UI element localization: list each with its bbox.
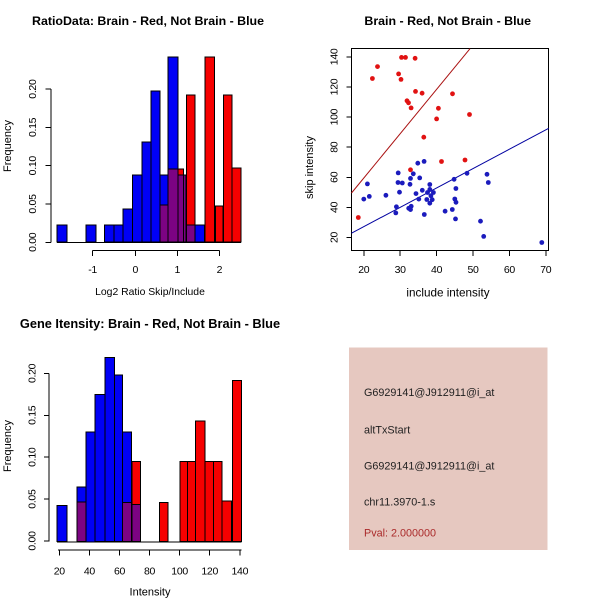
svg-text:40: 40 bbox=[329, 201, 341, 213]
svg-text:70: 70 bbox=[540, 264, 552, 276]
svg-text:0.15: 0.15 bbox=[27, 117, 39, 137]
svg-text:Gene Itensity: Brain - Red, No: Gene Itensity: Brain - Red, Not Brain - … bbox=[20, 316, 280, 331]
svg-text:Intensity: Intensity bbox=[130, 587, 171, 599]
svg-text:80: 80 bbox=[144, 566, 156, 578]
svg-text:20: 20 bbox=[358, 264, 370, 276]
svg-text:1: 1 bbox=[175, 264, 181, 276]
svg-text:Log2 Ratio Skip/Include: Log2 Ratio Skip/Include bbox=[95, 287, 205, 298]
svg-text:140: 140 bbox=[231, 566, 248, 578]
svg-text:20: 20 bbox=[329, 232, 341, 244]
svg-text:100: 100 bbox=[329, 108, 341, 125]
svg-text:80: 80 bbox=[329, 141, 341, 153]
svg-text:0.10: 0.10 bbox=[27, 447, 39, 467]
svg-text:Pval: 2.000000: Pval: 2.000000 bbox=[364, 528, 436, 540]
svg-text:40: 40 bbox=[431, 264, 443, 276]
svg-text:0.15: 0.15 bbox=[27, 405, 39, 425]
svg-text:-1: -1 bbox=[88, 264, 97, 276]
svg-text:0.20: 0.20 bbox=[27, 79, 39, 99]
svg-text:0.20: 0.20 bbox=[27, 363, 39, 383]
svg-text:Frequency: Frequency bbox=[2, 420, 14, 472]
svg-text:skip intensity: skip intensity bbox=[304, 136, 316, 199]
svg-text:50: 50 bbox=[467, 264, 479, 276]
svg-text:20: 20 bbox=[54, 566, 66, 578]
svg-text:60: 60 bbox=[114, 566, 126, 578]
svg-text:0: 0 bbox=[133, 264, 139, 276]
svg-text:Brain - Red, Not Brain - Blue: Brain - Red, Not Brain - Blue bbox=[364, 14, 531, 28]
svg-text:60: 60 bbox=[329, 171, 341, 183]
svg-text:G6929141@J912911@i_at: G6929141@J912911@i_at bbox=[364, 387, 494, 399]
svg-text:altTxStart: altTxStart bbox=[364, 425, 410, 437]
svg-text:120: 120 bbox=[201, 566, 218, 578]
svg-text:chr11.3970-1.s: chr11.3970-1.s bbox=[364, 497, 436, 509]
svg-text:include intensity: include intensity bbox=[406, 287, 489, 300]
svg-text:120: 120 bbox=[329, 78, 341, 95]
svg-text:0.00: 0.00 bbox=[27, 531, 39, 551]
svg-text:2: 2 bbox=[217, 264, 223, 276]
svg-text:30: 30 bbox=[395, 264, 407, 276]
svg-text:G6929141@J912911@i_at: G6929141@J912911@i_at bbox=[364, 461, 494, 473]
svg-text:40: 40 bbox=[84, 566, 96, 578]
svg-text:0.10: 0.10 bbox=[27, 156, 39, 176]
svg-text:140: 140 bbox=[329, 48, 341, 65]
svg-text:0.00: 0.00 bbox=[27, 232, 39, 252]
svg-text:60: 60 bbox=[504, 264, 516, 276]
svg-text:Frequency: Frequency bbox=[2, 120, 14, 172]
svg-text:RatioData: Brain - Red, Not Br: RatioData: Brain - Red, Not Brain - Blue bbox=[32, 14, 264, 28]
svg-text:100: 100 bbox=[171, 566, 188, 578]
svg-text:0.05: 0.05 bbox=[27, 489, 39, 509]
svg-text:0.05: 0.05 bbox=[27, 194, 39, 214]
